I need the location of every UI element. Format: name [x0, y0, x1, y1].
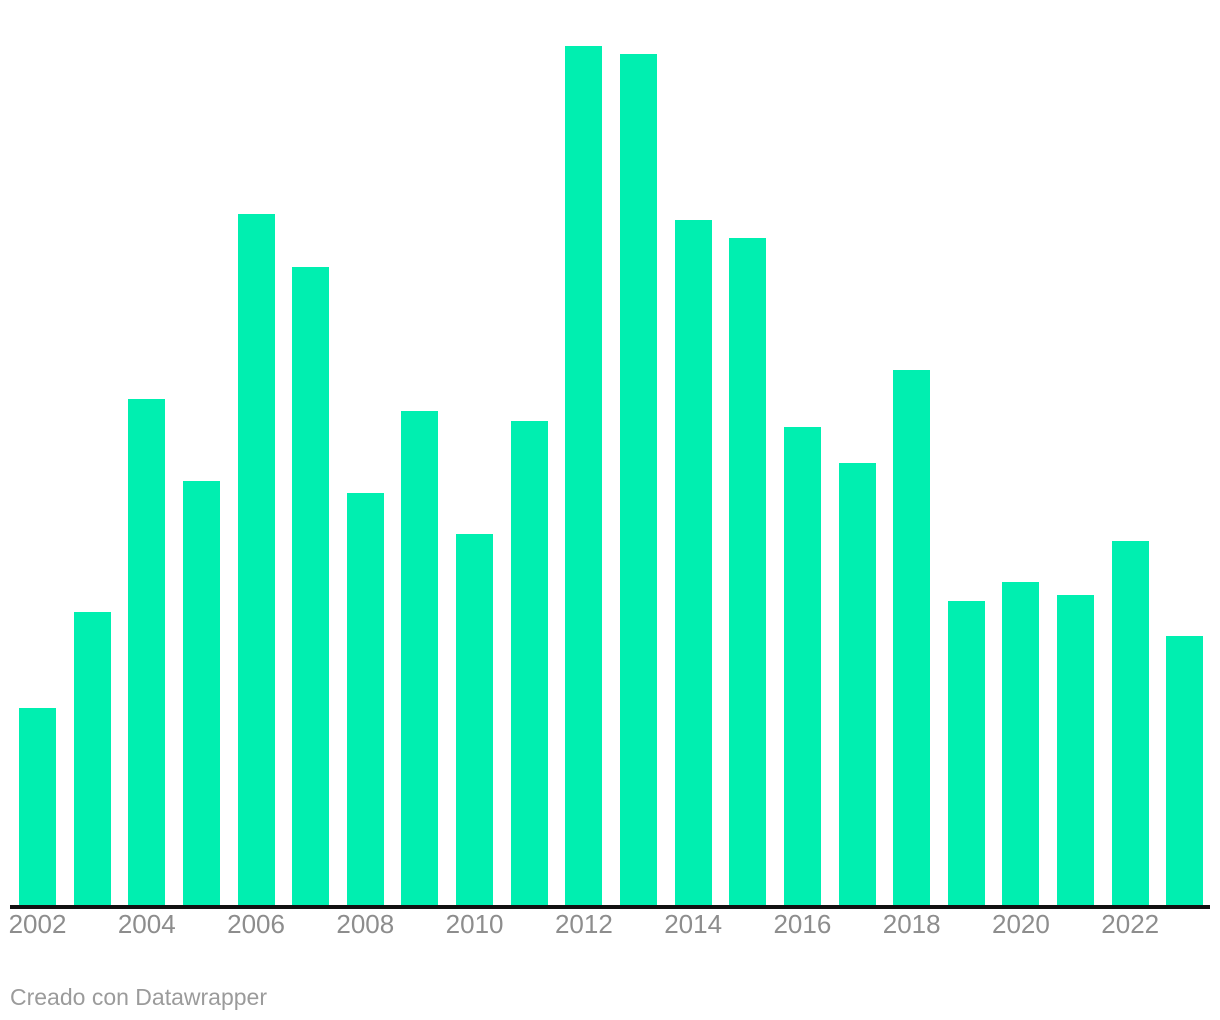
- x-axis-tick-label-2022: 2022: [1101, 909, 1160, 939]
- bar-2004[interactable]: [128, 399, 166, 905]
- bar-2014[interactable]: [674, 220, 712, 905]
- datawrapper-attribution-link[interactable]: Creado con Datawrapper: [10, 984, 267, 1010]
- bar-2008[interactable]: [346, 493, 384, 905]
- bar-2019[interactable]: [947, 601, 985, 905]
- x-axis-tick-label-2012: 2012: [554, 909, 613, 939]
- bar-2012[interactable]: [565, 46, 603, 905]
- bar-2020[interactable]: [1002, 582, 1040, 905]
- bar-2010[interactable]: [456, 534, 494, 905]
- bar-2013[interactable]: [619, 54, 657, 905]
- x-axis-line: [10, 905, 1210, 909]
- x-axis-tick-label-2020: 2020: [992, 909, 1050, 939]
- x-axis-tick-label-2006: 2006: [227, 909, 285, 939]
- x-axis-tick-label-2002: 2002: [8, 909, 67, 939]
- x-axis-tick-label-2010: 2010: [445, 909, 504, 939]
- bar-2017[interactable]: [838, 463, 876, 905]
- bar-2018[interactable]: [893, 370, 931, 905]
- bar-2009[interactable]: [401, 411, 439, 905]
- bar-2016[interactable]: [783, 427, 821, 905]
- bar-2002[interactable]: [19, 708, 56, 905]
- bar-2023[interactable]: [1166, 636, 1204, 905]
- x-axis-tick-label-2016: 2016: [773, 909, 832, 939]
- bar-2006[interactable]: [237, 214, 275, 905]
- bar-2022[interactable]: [1111, 541, 1149, 905]
- bar-2005[interactable]: [182, 481, 220, 905]
- x-axis-tick-label-2008: 2008: [336, 909, 395, 939]
- x-axis-tick-label-2014: 2014: [664, 909, 723, 939]
- bar-2011[interactable]: [510, 421, 548, 905]
- bar-2007[interactable]: [292, 267, 330, 905]
- x-axis-tick-label-2018: 2018: [882, 909, 941, 939]
- bar-2003[interactable]: [73, 612, 111, 905]
- x-axis-tick-label-2004: 2004: [117, 909, 176, 939]
- bar-2015[interactable]: [729, 238, 767, 905]
- bar-2021[interactable]: [1057, 595, 1095, 905]
